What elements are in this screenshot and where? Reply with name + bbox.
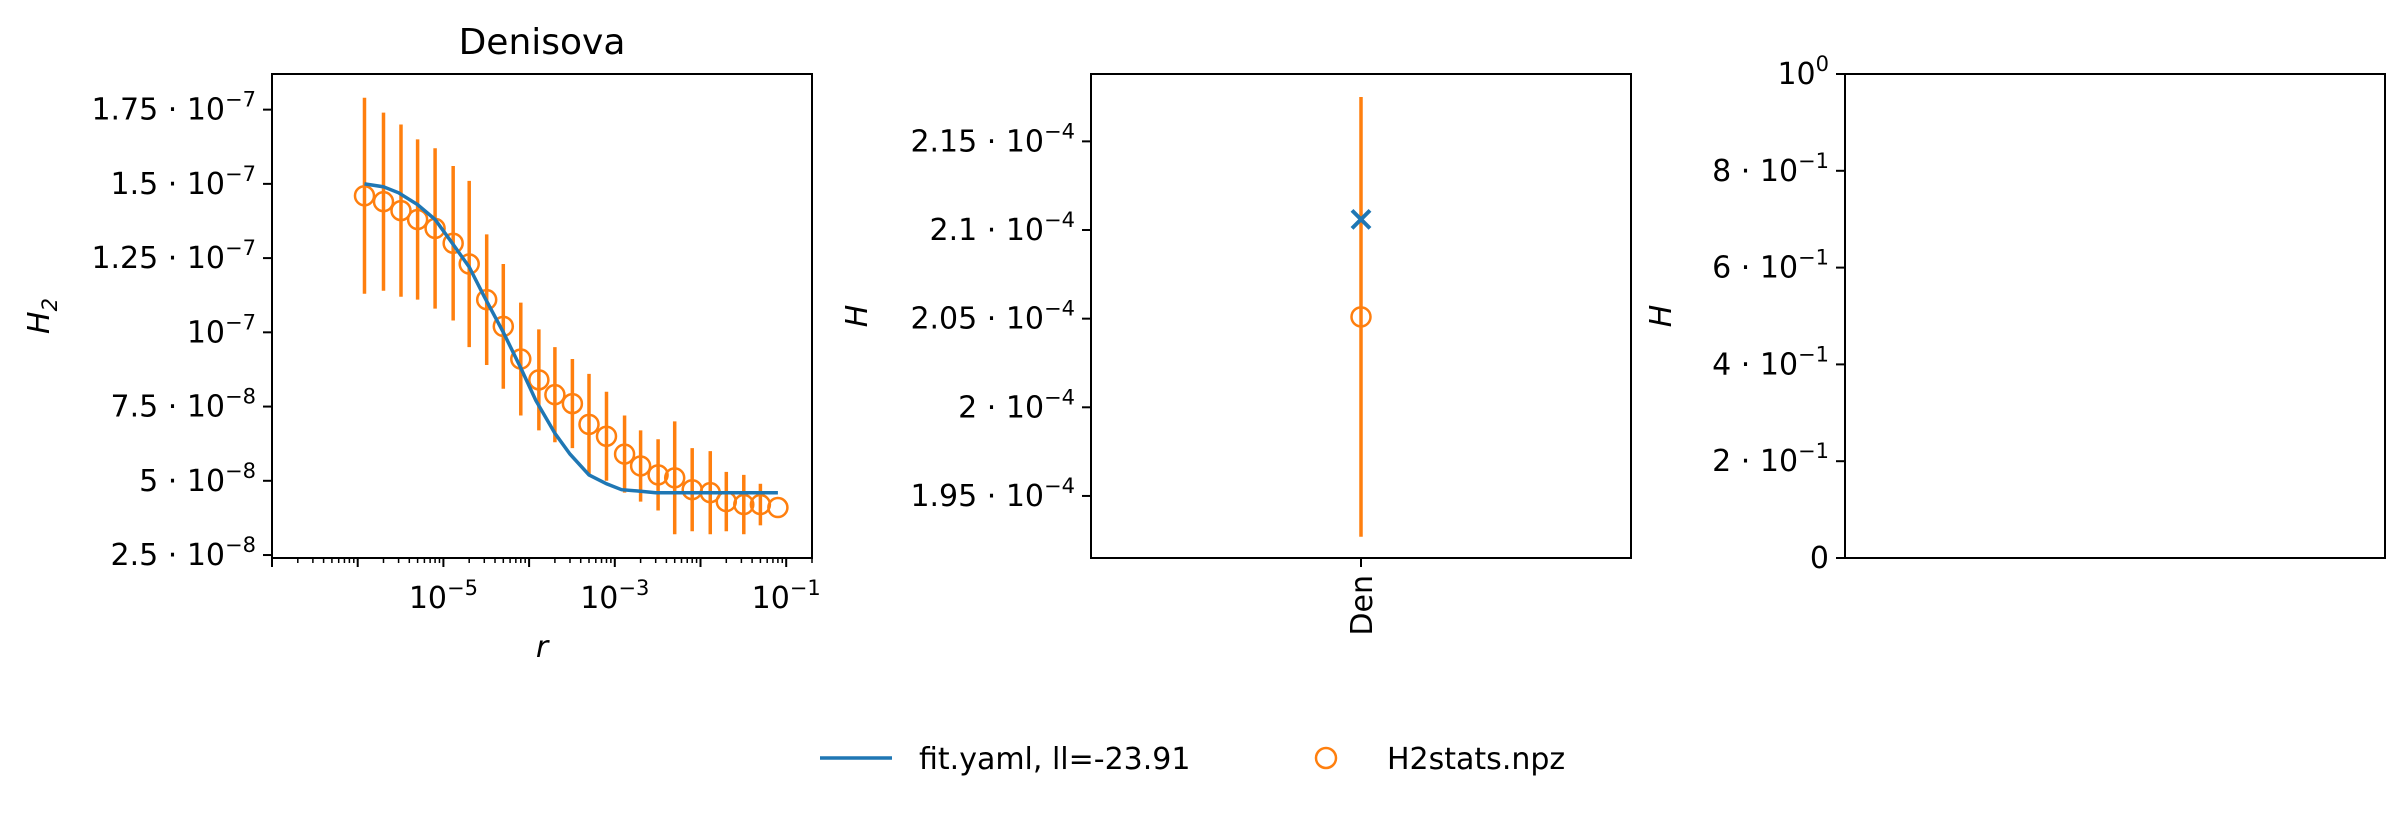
panel-denisova-h2: Denisova 2.5 · 10−8 5 · 10−8 7.5 · 10−8 10−…	[22, 22, 821, 665]
y-tick-label: 1.75 · 10−7	[91, 88, 256, 128]
y-tick-label: 0	[1810, 541, 1829, 576]
data-point	[458, 253, 480, 275]
panel1-data-points	[353, 184, 789, 519]
y-tick-label: 1.95 · 10−4	[910, 474, 1075, 514]
data-point	[595, 425, 618, 448]
data-point	[629, 455, 652, 477]
x-tick-label: 10−5	[409, 576, 478, 616]
panel2-y-label: H	[840, 305, 875, 328]
y-tick-label: 2 · 10−4	[958, 385, 1075, 425]
panel3-y-label: H	[1644, 305, 1679, 328]
panel2-x-category-label: Den	[1345, 575, 1380, 636]
y-tick-label: 6 · 10−1	[1712, 246, 1829, 286]
panel-empty: 0 2 · 10−1 4 · 10−1 6 · 10−1 8 · 10−1 100 H	[1644, 52, 2386, 576]
y-tick-label: 2.15 · 10−4	[910, 119, 1075, 159]
panel1-y-label: H2	[22, 298, 62, 334]
panel1-fit-line	[364, 182, 778, 495]
data-point	[353, 184, 376, 207]
panel1-x-ticks: 10−5 10−3 10−1	[271, 558, 821, 616]
panel-heterozygosity-den: 1.95 · 10−4 2 · 10−4 2.05 · 10−4 2.1 · 10−4…	[840, 73, 1632, 636]
y-tick-label: 4 · 10−1	[1712, 342, 1829, 382]
data-point	[390, 199, 412, 222]
data-point	[613, 443, 636, 465]
data-point	[663, 467, 686, 489]
y-tick-label: 2 · 10−1	[1712, 439, 1829, 479]
x-tick-label: 10−3	[580, 576, 649, 616]
y-tick-label: 1.25 · 10−7	[91, 236, 256, 276]
fit-x-marker	[1350, 208, 1372, 230]
legend-h2stats-marker	[1314, 746, 1338, 770]
y-tick-label: 5 · 10−8	[139, 459, 256, 499]
data-point	[442, 232, 464, 255]
data-point	[767, 496, 789, 519]
panel2-marks	[1350, 97, 1372, 537]
panel3-axes-frame	[1844, 73, 2386, 559]
panel3-y-ticks: 0 2 · 10−1 4 · 10−1 6 · 10−1 8 · 10−1 100	[1712, 52, 1845, 576]
data-point	[528, 369, 550, 391]
panel1-errorbars	[362, 97, 763, 535]
data-point	[544, 383, 566, 406]
data-point	[1350, 306, 1372, 328]
y-tick-label: 2.05 · 10−4	[910, 297, 1075, 337]
data-point	[406, 208, 429, 231]
data-point	[372, 190, 395, 213]
panel1-x-label: r	[536, 630, 550, 665]
panel1-y-ticks: 2.5 · 10−8 5 · 10−8 7.5 · 10−8 10−7 1.25 · 1…	[91, 88, 272, 573]
y-tick-label: 8 · 10−1	[1712, 149, 1829, 189]
data-point	[578, 413, 600, 436]
panel1-axes-frame	[271, 73, 813, 559]
y-tick-label: 100	[1777, 52, 1829, 92]
y-tick-label: 2.1 · 10−4	[930, 208, 1075, 248]
legend: fit.yaml, ll=-23.91 H2stats.npz	[820, 742, 1565, 777]
data-point	[647, 464, 669, 486]
panel1-title: Denisova	[459, 22, 626, 63]
data-point	[733, 493, 755, 516]
x-tick-label: 10−1	[752, 576, 821, 616]
y-tick-label: 1.5 · 10−7	[111, 162, 256, 202]
data-point	[561, 392, 584, 415]
y-tick-label: 2.5 · 10−8	[111, 533, 256, 573]
data-point	[475, 288, 498, 311]
legend-fit-label: fit.yaml, ll=-23.91	[919, 742, 1190, 777]
legend-h2stats-label: H2stats.npz	[1387, 742, 1565, 777]
panel2-y-ticks: 1.95 · 10−4 2 · 10−4 2.05 · 10−4 2.1 · 10−4…	[910, 119, 1091, 514]
y-tick-label: 10−7	[187, 310, 256, 350]
y-tick-label: 7.5 · 10−8	[111, 385, 256, 425]
